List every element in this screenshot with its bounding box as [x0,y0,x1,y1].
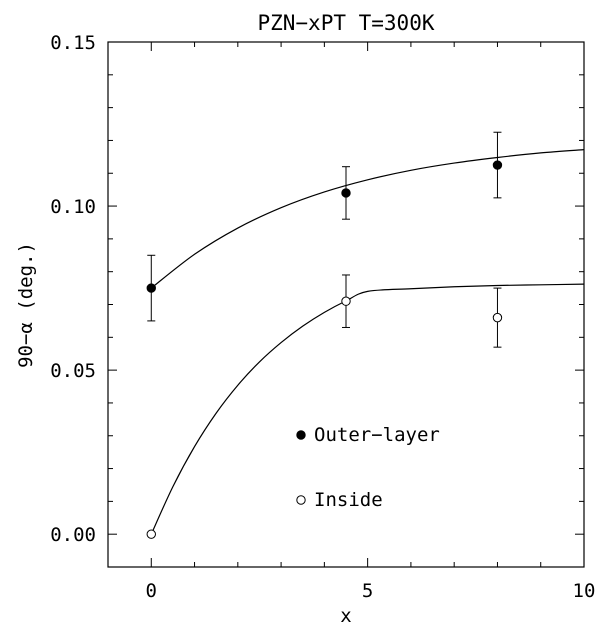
y-tick-label: 0.10 [50,196,96,218]
y-axis-label: 90−α (deg.) [15,242,37,368]
curves-layer [150,149,585,535]
fit-curve-outer-layer [150,149,585,289]
x-axis-label: x [340,605,351,627]
x-tick-label: 10 [573,580,596,602]
y-tick-label: 0.05 [50,360,96,382]
data-point-outer-layer [341,188,351,198]
data-point-inside [341,296,351,306]
legend-marker-inside [296,495,306,505]
ticks-layer: 0 5 10 0.00 0.05 0.10 0.15 [50,32,595,602]
data-point-inside [492,312,503,323]
x-tick-label: 5 [362,580,373,602]
y-tick-label: 0.15 [50,32,96,54]
data-point-outer-layer [146,283,156,293]
fit-curve-inside [150,283,585,535]
data-point-inside [146,529,156,539]
chart-title: PZN−xPT T=300K [257,11,434,35]
points-layer [146,131,503,539]
data-point-outer-layer [492,160,503,170]
y-tick-label: 0.00 [50,524,96,546]
x-tick-label: 0 [146,580,157,602]
legend-label-inside: Inside [314,489,383,511]
legend-marker-outer-layer [296,430,306,440]
legend: Outer−layer Inside [296,424,440,511]
legend-label-outer-layer: Outer−layer [314,424,440,446]
